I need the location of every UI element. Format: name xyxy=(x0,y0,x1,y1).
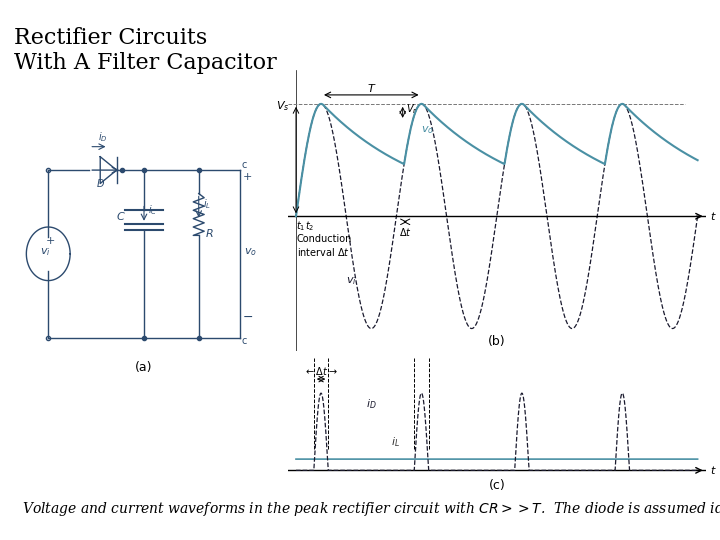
Text: Rectifier Circuits
With A Filter Capacitor: Rectifier Circuits With A Filter Capacit… xyxy=(14,27,277,75)
Text: (c): (c) xyxy=(488,478,505,491)
Text: R: R xyxy=(206,229,213,239)
Text: $v_i$: $v_i$ xyxy=(346,275,357,287)
Text: (a): (a) xyxy=(135,361,153,374)
Text: $i_D$: $i_D$ xyxy=(366,397,377,411)
Text: Conduction
interval $\Delta t$: Conduction interval $\Delta t$ xyxy=(297,233,352,258)
Text: +: + xyxy=(45,236,55,246)
Text: −: − xyxy=(243,310,253,324)
Text: $i_L$: $i_L$ xyxy=(392,435,400,449)
Text: $v_o$: $v_o$ xyxy=(421,124,434,136)
Text: $V_r$: $V_r$ xyxy=(406,103,418,116)
Text: $\Delta t$: $\Delta t$ xyxy=(399,226,412,239)
Text: $t_1$: $t_1$ xyxy=(296,220,305,233)
Text: $t$: $t$ xyxy=(710,210,716,222)
Text: $i_L$: $i_L$ xyxy=(203,197,211,211)
Text: $v_i$: $v_i$ xyxy=(40,246,50,258)
Text: Voltage and current waveforms in the peak rectifier circuit with $CR >> T$.  The: Voltage and current waveforms in the pea… xyxy=(22,501,720,518)
Text: $i_C$: $i_C$ xyxy=(148,204,158,218)
Text: $v_o$: $v_o$ xyxy=(244,246,257,258)
Text: (b): (b) xyxy=(488,335,505,348)
Text: +: + xyxy=(243,172,252,182)
Text: D: D xyxy=(96,179,104,189)
Text: C: C xyxy=(117,212,125,222)
Text: $i_D$: $i_D$ xyxy=(98,130,108,144)
Text: $t_2$: $t_2$ xyxy=(305,220,314,233)
Text: c: c xyxy=(241,336,246,346)
Text: $\leftarrow \Delta t \rightarrow$: $\leftarrow \Delta t \rightarrow$ xyxy=(304,365,338,377)
Text: $V_s$: $V_s$ xyxy=(276,99,289,113)
Text: c: c xyxy=(241,160,246,171)
Text: $T$: $T$ xyxy=(366,82,376,93)
Text: $t$: $t$ xyxy=(710,464,716,476)
